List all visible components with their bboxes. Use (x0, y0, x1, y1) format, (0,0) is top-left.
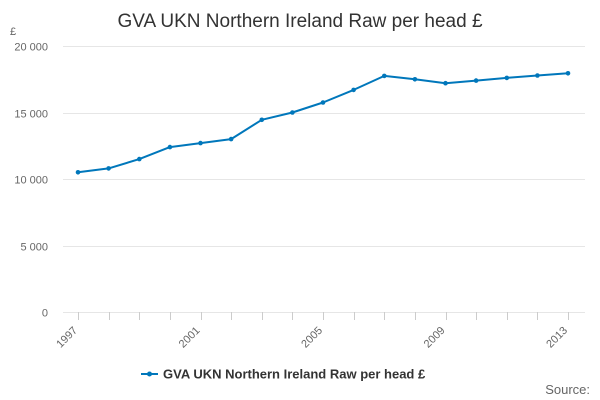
y-axis-label: £ (10, 26, 16, 38)
series-line (77, 72, 569, 174)
legend[interactable]: GVA UKN Northern Ireland Raw per head £ (141, 367, 426, 382)
y-tick-label: 0 (42, 308, 48, 320)
legend-marker-icon (147, 371, 152, 377)
gridlines (63, 46, 585, 313)
y-tick-label: 20 000 (14, 42, 48, 54)
x-tick-label: 2013 (544, 325, 570, 351)
data-point[interactable] (290, 110, 295, 115)
y-tick-label: 15 000 (14, 109, 48, 121)
x-tick-label: 2001 (177, 325, 203, 351)
legend-label: GVA UKN Northern Ireland Raw per head £ (163, 367, 426, 382)
data-point[interactable] (198, 140, 203, 146)
x-tick-label: 2009 (422, 325, 448, 351)
data-point[interactable] (228, 136, 234, 142)
y-tick-label: 10 000 (14, 175, 48, 187)
series-layer (75, 71, 571, 175)
data-point[interactable] (106, 166, 111, 171)
data-point[interactable] (75, 170, 81, 175)
data-point[interactable] (565, 71, 571, 76)
data-point[interactable] (412, 77, 418, 82)
data-point[interactable] (382, 73, 387, 79)
data-point[interactable] (535, 73, 540, 78)
data-point[interactable] (137, 156, 142, 162)
data-point[interactable] (320, 100, 326, 105)
x-tick-label: 2005 (299, 325, 325, 351)
x-tick-label: 1997 (54, 325, 80, 351)
data-point[interactable] (259, 117, 265, 123)
x-ticks: 1997 2001 2005 2009 2013 (54, 312, 570, 350)
y-tick-label: 5 000 (20, 242, 48, 254)
y-tick-labels: 0 5 000 10 000 15 000 20 000 (14, 42, 48, 320)
chart-title: GVA UKN Northern Ireland Raw per head £ (117, 11, 482, 32)
data-point[interactable] (167, 144, 173, 150)
data-point[interactable] (473, 78, 479, 83)
data-point[interactable] (351, 87, 356, 93)
data-point[interactable] (504, 75, 510, 81)
data-point[interactable] (443, 80, 448, 86)
source-label[interactable]: Source: (545, 382, 590, 397)
